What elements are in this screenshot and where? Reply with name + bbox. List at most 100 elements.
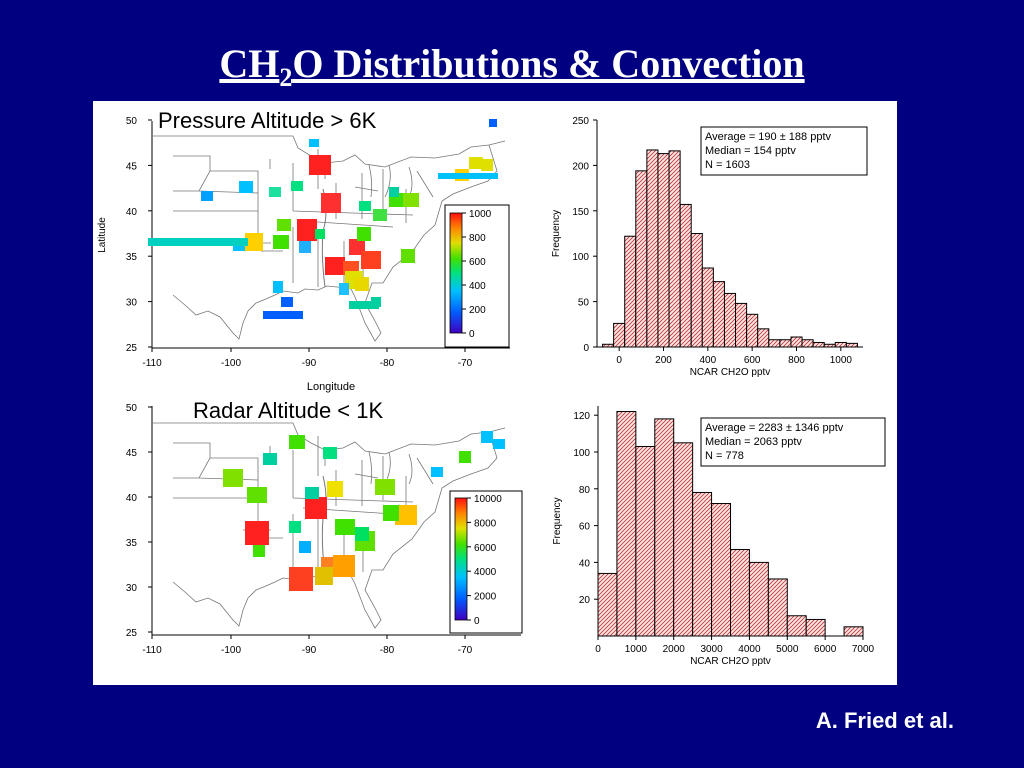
map-data-cell <box>375 479 395 495</box>
map-x-tick-label: -70 <box>458 358 473 369</box>
hist-y-tick-label: 50 <box>578 298 590 309</box>
hist-x-tick-label: 200 <box>655 355 672 366</box>
histogram-bar <box>597 572 618 637</box>
map-data-cell <box>481 431 493 443</box>
hist-x-tick-label: 0 <box>616 355 622 366</box>
hist-x-tick-label: 400 <box>699 355 716 366</box>
map-data-cell <box>395 505 417 525</box>
map-x-tick-label: -90 <box>302 645 317 656</box>
histogram-bar <box>602 343 615 348</box>
map-data-cell <box>359 201 371 211</box>
histogram-bar <box>635 445 656 637</box>
map-upper: Pressure Altitude > 6K -110 -100 -90 -80 -70… <box>97 108 510 393</box>
flight-track <box>263 311 303 319</box>
author-credit: A. Fried et al. <box>815 708 954 733</box>
map-data-cell <box>201 191 213 201</box>
colorbar-tick-label: 0 <box>474 616 480 627</box>
map-x-tick-label: -80 <box>380 645 395 656</box>
map-data-cell <box>333 555 355 577</box>
histogram-upper: 0 200 400 600 800 1000 0 50 100 150 200 250 Frequenc… <box>551 116 868 378</box>
hist-y-tick-label: 100 <box>572 252 589 263</box>
histogram-bar <box>657 153 670 348</box>
histogram-bar <box>823 343 836 348</box>
histogram-bar <box>805 618 826 637</box>
map-data-cell <box>239 181 253 193</box>
hist-x-tick-label: 800 <box>788 355 805 366</box>
histogram-bar <box>711 503 731 637</box>
colorbar-tick-label: 1000 <box>469 209 492 220</box>
map-data-cell <box>309 139 319 147</box>
map-upper-data-cells <box>148 119 498 319</box>
map-data-cell <box>305 497 327 519</box>
map-y-tick-label: 35 <box>126 252 138 263</box>
map-x-tick-label: -110 <box>142 358 162 369</box>
map-data-cell <box>277 219 291 231</box>
flight-track <box>349 301 379 309</box>
hist-x-tick-label: 1000 <box>830 355 853 366</box>
map-data-cell <box>355 527 369 541</box>
colorbar-tick-label: 10000 <box>474 494 502 505</box>
map-data-cell <box>289 435 305 449</box>
map-y-tick-label: 45 <box>126 161 138 172</box>
map-data-cell <box>309 155 331 175</box>
map-upper-x-label: Longitude <box>307 381 355 393</box>
hist-x-tick-label: 6000 <box>814 644 837 655</box>
histogram-bar <box>679 203 692 348</box>
map-data-cell <box>339 283 349 295</box>
map-y-tick-label: 30 <box>126 298 138 309</box>
map-y-tick-label: 40 <box>126 207 138 218</box>
map-data-cell <box>361 251 381 269</box>
map-data-cell <box>223 469 243 487</box>
histogram-bar <box>786 615 807 637</box>
figure-svg: Pressure Altitude > 6K -110 -100 -90 -80 -70… <box>97 108 886 667</box>
histogram-bar <box>843 626 864 637</box>
map-y-tick-label: 40 <box>126 493 138 504</box>
map-data-cell <box>289 521 301 533</box>
hist-y-tick-label: 40 <box>579 558 591 569</box>
hist-stats-box <box>700 417 886 467</box>
colorbar-tick-label: 600 <box>469 257 486 268</box>
map-upper-title: Pressure Altitude > 6K <box>158 108 377 133</box>
map-data-cell <box>481 159 493 171</box>
histogram-bar <box>746 313 759 348</box>
histogram-bar <box>712 281 725 348</box>
map-data-cell <box>269 187 281 197</box>
map-y-tick-label: 50 <box>126 116 138 127</box>
map-upper-colorbar: 1000 800 600 400 200 0 <box>444 204 510 348</box>
slide-title: CH2O Distributions & Convection <box>219 41 805 92</box>
colorbar-tick-label: 6000 <box>474 543 497 554</box>
histogram-bar <box>748 561 769 637</box>
map-data-cell <box>305 487 319 499</box>
histogram-bar <box>790 336 803 348</box>
colorbar-tick-label: 0 <box>469 329 475 340</box>
hist-x-label: NCAR CH2O pptv <box>690 367 771 378</box>
hist-stats-line: Median = 154 pptv <box>705 145 796 157</box>
histogram-bar <box>767 578 788 637</box>
map-data-cell <box>253 545 265 557</box>
map-upper-y-label: Latitude <box>97 217 108 253</box>
map-data-cell <box>459 451 471 463</box>
histogram-bar <box>616 411 637 637</box>
histogram-bar <box>668 150 681 348</box>
map-y-tick-label: 25 <box>126 343 138 354</box>
hist-x-tick-label: 2000 <box>663 644 686 655</box>
map-y-tick-label: 25 <box>126 628 138 639</box>
histogram-bar <box>801 339 814 348</box>
histogram-bar <box>834 341 847 348</box>
map-data-cell <box>323 447 337 459</box>
map-data-cell <box>315 229 325 239</box>
map-data-cell <box>245 233 263 251</box>
colorbar-tick-label: 8000 <box>474 518 497 529</box>
histogram-bar <box>624 235 637 348</box>
hist-stats-box <box>700 126 868 176</box>
hist-x-tick-label: 1000 <box>625 644 648 655</box>
hist-y-tick-label: 60 <box>579 522 591 533</box>
hist-x-tick-label: 0 <box>595 644 601 655</box>
map-data-cell <box>289 567 313 591</box>
map-data-cell <box>281 297 293 307</box>
map-data-cell <box>245 521 269 545</box>
map-data-cell <box>383 505 399 521</box>
map-x-tick-label: -100 <box>221 645 241 656</box>
hist-stats-line: N = 1603 <box>705 159 750 171</box>
map-y-tick-label: 50 <box>126 403 138 414</box>
